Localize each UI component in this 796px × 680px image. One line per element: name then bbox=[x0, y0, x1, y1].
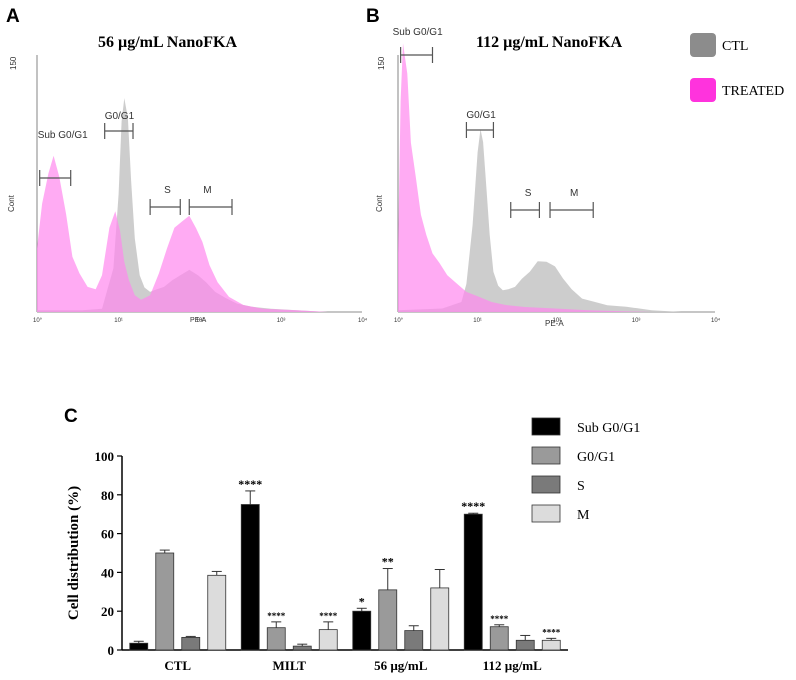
legend-treated-label: TREATED bbox=[722, 84, 784, 99]
bar-m-0 bbox=[207, 574, 227, 651]
bar-legend-swatch bbox=[531, 417, 561, 436]
legend-treated-swatch bbox=[690, 78, 716, 102]
bar-sub-g0-g1-2 bbox=[352, 610, 372, 651]
bar-legend-swatch bbox=[531, 475, 561, 494]
panel-b-x-tick-label: 10⁴ bbox=[711, 317, 721, 324]
bar-legend-label: S bbox=[577, 479, 585, 494]
significance-label: **** bbox=[267, 611, 286, 621]
panel-b-series-ctl bbox=[398, 129, 715, 312]
panel-a-x-axis-label: PE-A bbox=[190, 317, 207, 324]
bar-s-2 bbox=[404, 630, 424, 651]
bar-legend-swatch bbox=[531, 446, 561, 465]
bar-s-1 bbox=[292, 645, 312, 651]
significance-label: **** bbox=[542, 627, 561, 637]
panel-a-x-tick-label: 10² bbox=[196, 318, 205, 324]
bar-legend-label: G0/G1 bbox=[577, 450, 615, 465]
bar-category-label: MILT bbox=[273, 658, 307, 673]
panel-a-x-tick-label: 10° bbox=[33, 318, 43, 324]
bar-y-axis-label: Cell distribution (%) bbox=[66, 486, 82, 620]
bar-m-3 bbox=[541, 639, 561, 651]
bar-legend-swatch bbox=[531, 504, 561, 523]
panel-b-histogram: 10° 10¹ 10² 10³ 10⁴ Sub G0/G1 G0/G1 S M bbox=[393, 27, 721, 324]
panel-a-title: 56 µg/mL NanoFKA bbox=[98, 34, 237, 51]
panel-b-gate-label: S bbox=[525, 188, 532, 199]
bar-g0-g1-2 bbox=[378, 589, 398, 651]
panel-b-x-tick-label: 10¹ bbox=[473, 318, 482, 324]
bar-category-label: 56 µg/mL bbox=[374, 658, 428, 673]
bar-y-tick-label: 60 bbox=[101, 527, 114, 542]
panel-b-x-axis-label: PE-A bbox=[545, 319, 564, 328]
panel-a-gate-label: G0/G1 bbox=[105, 111, 135, 122]
panel-a-letter: A bbox=[6, 6, 20, 27]
bar-y-tick-label: 0 bbox=[108, 643, 115, 658]
bar-s-3 bbox=[515, 639, 535, 651]
legend-ctl-label: CTL bbox=[722, 39, 748, 54]
bar-m-1 bbox=[318, 629, 338, 651]
bar-category-label: CTL bbox=[164, 658, 191, 673]
panel-b-x-tick-label: 10° bbox=[394, 318, 404, 324]
bar-y-tick-label: 20 bbox=[101, 604, 114, 619]
bar-legend-label: Sub G0/G1 bbox=[577, 421, 640, 436]
panel-b-letter: B bbox=[366, 6, 380, 27]
panel-a-gate-label: M bbox=[203, 185, 211, 196]
bar-y-tick-label: 100 bbox=[95, 449, 115, 464]
significance-label: **** bbox=[238, 477, 262, 491]
panel-b-y-axis-label: Cont bbox=[375, 194, 384, 212]
bar-g0-g1-0 bbox=[155, 552, 175, 651]
panel-a-gate-label: S bbox=[164, 185, 171, 196]
bar-y-tick-label: 40 bbox=[101, 565, 114, 580]
panel-a-x-tick-label: 10¹ bbox=[114, 318, 123, 324]
panel-a-x-tick-label: 10³ bbox=[277, 318, 286, 324]
bar-sub-g0-g1-3 bbox=[463, 513, 483, 651]
legend-ctl-swatch bbox=[690, 33, 716, 57]
significance-label: * bbox=[359, 594, 365, 608]
panel-a-gate-label: Sub G0/G1 bbox=[38, 130, 88, 141]
panel-b-y-tick-top: 150 bbox=[377, 56, 386, 70]
bar-legend-label: M bbox=[577, 508, 590, 523]
panel-b-gate-label: G0/G1 bbox=[466, 110, 496, 121]
panel-a-series-treated bbox=[37, 155, 362, 312]
bar-category-label: 112 µg/mL bbox=[483, 658, 542, 673]
panel-a-y-axis-label: Cont bbox=[7, 194, 16, 212]
panel-a-histogram: 10° 10¹ 10² 10³ 10⁴ Sub G0/G1 G0/G1 S M bbox=[33, 55, 368, 324]
panel-b-series-treated bbox=[398, 43, 715, 313]
significance-label: **** bbox=[319, 611, 338, 621]
bar-sub-g0-g1-0 bbox=[129, 642, 149, 651]
bar-g0-g1-1 bbox=[266, 627, 286, 651]
significance-label: **** bbox=[461, 499, 485, 513]
panel-b-title: 112 µg/mL NanoFKA bbox=[476, 34, 623, 51]
significance-label: **** bbox=[490, 614, 509, 624]
panel-b-gate-label: Sub G0/G1 bbox=[393, 27, 443, 38]
bar-s-0 bbox=[181, 636, 201, 651]
bar-y-tick-label: 80 bbox=[101, 488, 114, 503]
significance-label: ** bbox=[382, 555, 394, 569]
panel-b-gate-label: M bbox=[570, 188, 578, 199]
panel-a-x-tick-label: 10⁴ bbox=[358, 317, 368, 324]
panel-b-x-tick-label: 10³ bbox=[632, 318, 641, 324]
panel-c-letter: C bbox=[64, 406, 78, 427]
bar-m-2 bbox=[430, 587, 450, 651]
panel-b-x-tick-label: 10² bbox=[553, 318, 562, 324]
bar-sub-g0-g1-1 bbox=[240, 504, 260, 651]
panel-a-y-tick-top: 150 bbox=[9, 56, 18, 70]
bar-g0-g1-3 bbox=[489, 626, 509, 651]
